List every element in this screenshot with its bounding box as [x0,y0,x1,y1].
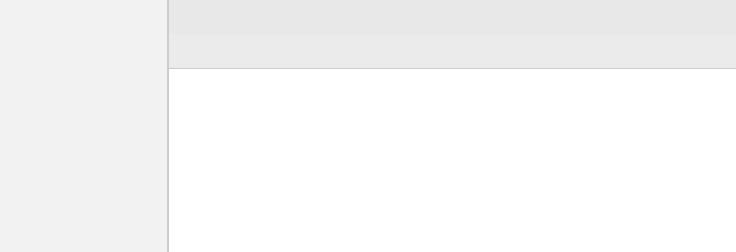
Text: ⊞ Category: ⊞ Category [324,45,398,57]
FancyBboxPatch shape [59,123,102,168]
FancyBboxPatch shape [59,193,102,232]
Text: Category: Category [126,76,186,89]
Text: Automatic: Automatic [50,95,104,105]
FancyBboxPatch shape [12,87,156,115]
Text: Marks: Marks [17,70,52,83]
FancyBboxPatch shape [12,123,54,168]
Text: ⊙: ⊙ [76,135,85,145]
Text: ▼: ▼ [145,96,151,105]
FancyBboxPatch shape [281,40,441,62]
FancyBboxPatch shape [106,123,149,168]
FancyBboxPatch shape [281,6,475,28]
Text: ⬜: ⬜ [77,203,83,213]
Text: SUM(Profit): SUM(Profit) [339,11,417,23]
FancyBboxPatch shape [12,193,54,232]
Bar [244,181,304,203]
Bar [244,97,713,119]
FancyBboxPatch shape [8,10,160,66]
Text: Detail: Detail [20,218,46,227]
Text: Label: Label [115,152,139,161]
Bar [244,139,639,161]
Text: Filters: Filters [17,24,52,37]
Text: ●●
●●: ●● ●● [24,130,43,151]
Text: Size: Size [71,152,90,161]
Text: Color: Color [21,152,45,161]
Text: iii  Columns: iii Columns [182,11,251,23]
Text: |||: ||| [24,96,32,105]
Text: Tooltip: Tooltip [66,218,95,227]
X-axis label: Profit: Profit [467,234,506,247]
Text: ⊞: ⊞ [29,203,38,213]
FancyBboxPatch shape [8,73,160,244]
Text: T̲: T̲ [124,135,130,146]
Text: ≡   Rows: ≡ Rows [182,45,233,57]
